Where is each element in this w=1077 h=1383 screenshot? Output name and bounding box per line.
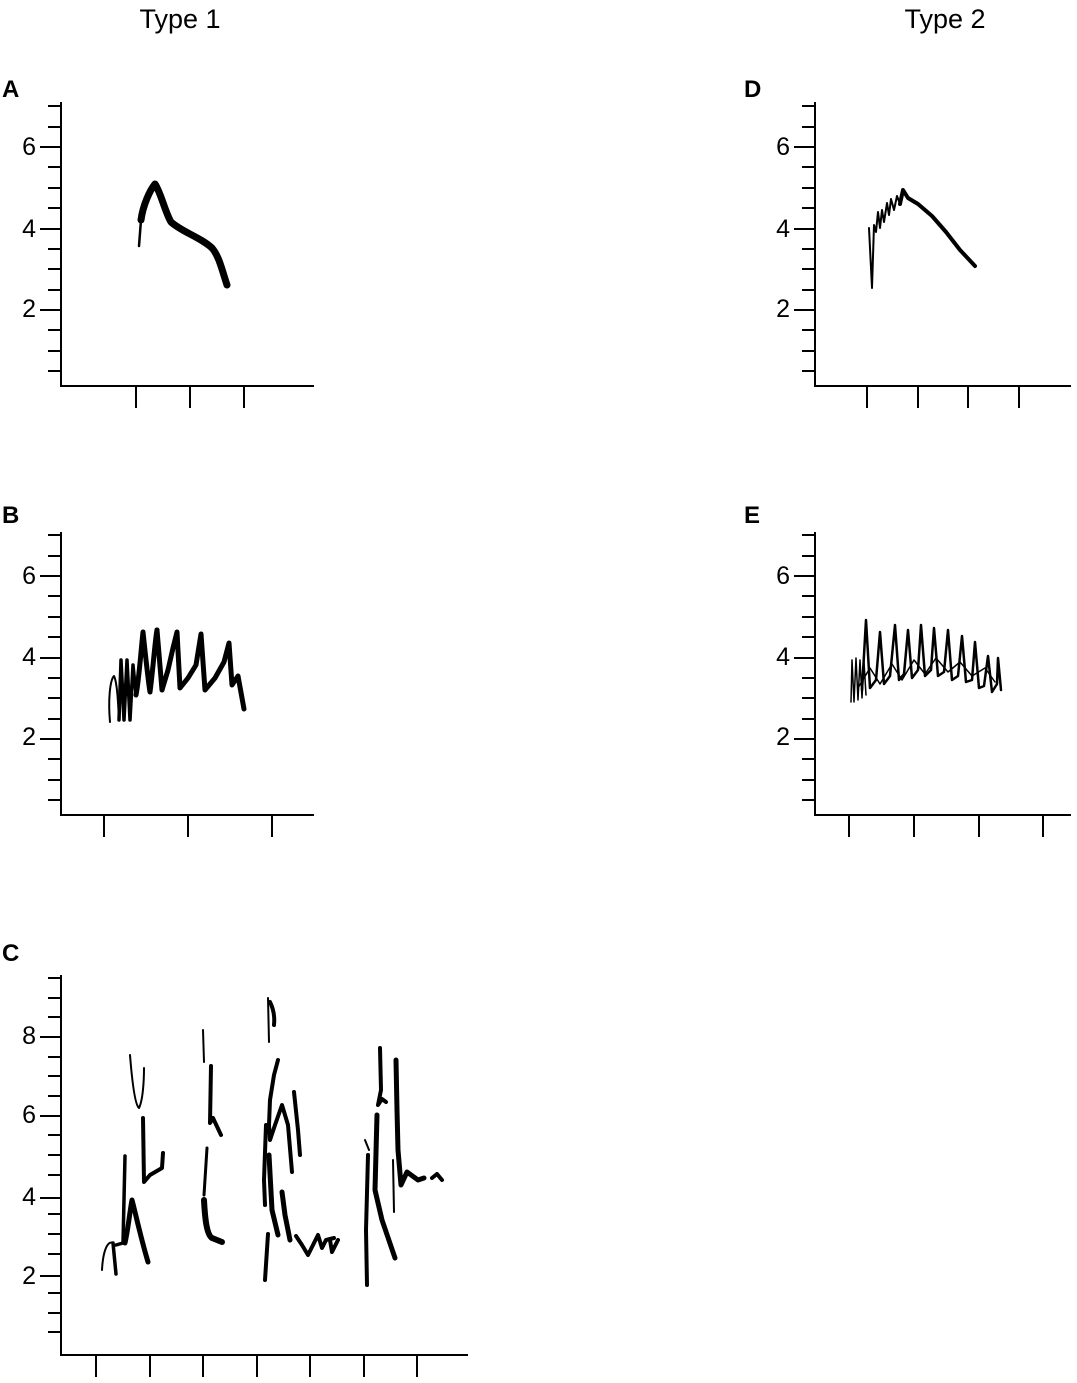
panel-a-ytick-4: 4 — [22, 215, 36, 243]
panel-c-trace — [101, 997, 444, 1287]
panel-a-ytick-6: 6 — [22, 133, 36, 161]
panel-d-axes — [794, 102, 1071, 408]
panel-e-trace — [850, 618, 1003, 703]
panel-e-ytick-4: 4 — [776, 643, 790, 671]
panel-d-ytick-2: 2 — [776, 295, 790, 323]
panel-e-ytick-6: 6 — [776, 562, 790, 590]
panel-letter-c: C — [2, 940, 20, 967]
panel-e-axes — [794, 532, 1071, 837]
panel-c-ytick-6: 6 — [22, 1101, 36, 1129]
panel-d-ytick-6: 6 — [776, 133, 790, 161]
panel-letter-d: D — [744, 76, 762, 103]
column-title-type2: Type 2 — [904, 4, 986, 34]
panel-b-ytick-2: 2 — [22, 723, 36, 751]
panel-b-trace — [108, 627, 247, 723]
panel-c-axes — [40, 975, 468, 1377]
panel-c-ytick-8: 8 — [22, 1022, 36, 1050]
panel-b-ytick-4: 4 — [22, 643, 36, 671]
panel-b-ytick-6: 6 — [22, 562, 36, 590]
panel-c-ytick-4: 4 — [22, 1183, 36, 1211]
panel-letter-a: A — [2, 76, 20, 103]
panel-a-ytick-2: 2 — [22, 295, 36, 323]
panel-c-ytick-2: 2 — [22, 1262, 36, 1290]
panel-d-trace — [868, 188, 977, 289]
panel-e-ytick-2: 2 — [776, 723, 790, 751]
panel-a-trace — [137, 180, 231, 289]
panel-a-axes — [40, 102, 314, 408]
panel-letter-b: B — [2, 502, 20, 529]
panel-letter-e: E — [744, 502, 761, 529]
panel-d-ytick-4: 4 — [776, 215, 790, 243]
panel-b-axes — [40, 532, 314, 837]
column-title-type1: Type 1 — [139, 4, 221, 34]
